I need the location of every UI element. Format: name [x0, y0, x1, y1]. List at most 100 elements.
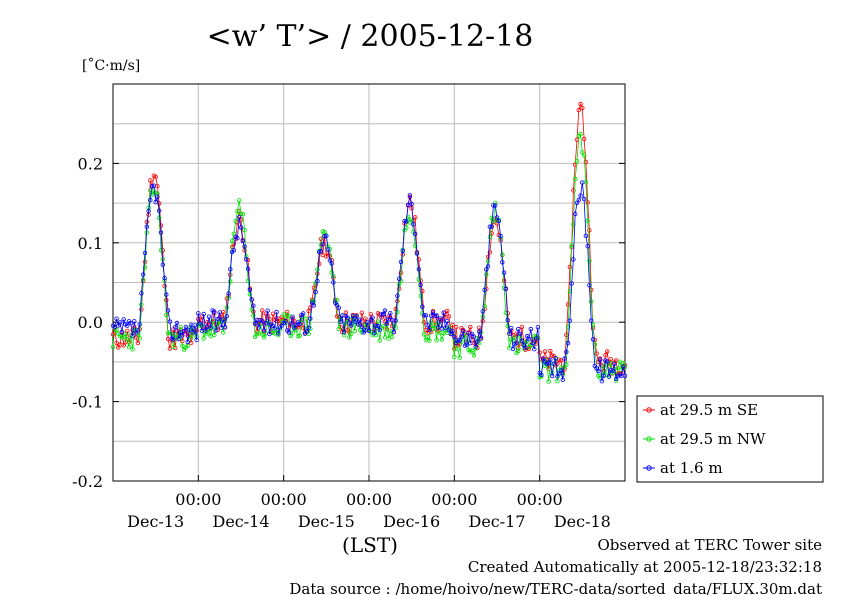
data-point	[247, 287, 253, 293]
data-point	[590, 322, 596, 328]
data-point	[187, 327, 192, 332]
data-point	[487, 250, 493, 255]
x-tick-label: 00:00	[517, 490, 563, 509]
x-axis: 00:00 00:00 00:00 00:00 00:00 Dec-13 Dec-14 Dec…	[127, 475, 611, 531]
data-point	[213, 328, 219, 333]
data-point	[507, 331, 512, 336]
data-point	[158, 248, 164, 253]
data-point	[148, 178, 153, 183]
data-point	[349, 323, 354, 328]
data-point	[489, 224, 494, 229]
data-point	[297, 321, 302, 327]
data-point	[555, 379, 560, 384]
data-point	[468, 341, 473, 346]
data-point	[356, 322, 361, 327]
data-point	[471, 353, 477, 358]
data-point	[377, 338, 382, 343]
data-point	[416, 267, 421, 272]
data-point	[322, 229, 327, 235]
legend-marker	[646, 465, 652, 471]
data-point	[589, 318, 594, 323]
data-point	[194, 328, 199, 333]
data-point	[512, 335, 517, 340]
data-point	[204, 324, 210, 329]
data-point	[336, 305, 341, 310]
data-point	[573, 176, 578, 182]
data-point	[443, 325, 448, 331]
data-point	[325, 247, 331, 252]
data-point	[283, 319, 288, 324]
data-point	[603, 353, 608, 358]
data-point	[555, 374, 560, 379]
data-point	[581, 136, 587, 142]
data-point	[606, 374, 612, 379]
data-point	[212, 309, 217, 314]
data-point	[208, 325, 213, 331]
x-axis-label: (LST)	[342, 533, 398, 557]
data-point	[446, 314, 452, 319]
data-point	[503, 286, 509, 292]
grid-lines	[113, 84, 625, 482]
data-point	[425, 335, 430, 340]
data-point	[526, 336, 532, 342]
data-point	[204, 320, 210, 325]
data-point	[450, 328, 455, 334]
data-point	[409, 217, 414, 222]
data-point	[503, 310, 509, 315]
data-point	[318, 236, 324, 242]
data-point	[197, 321, 203, 326]
data-point	[201, 336, 206, 341]
data-point	[395, 293, 400, 298]
data-point	[485, 264, 491, 269]
data-point	[313, 289, 318, 295]
data-point	[418, 282, 423, 288]
data-point	[587, 283, 592, 288]
data-point	[206, 314, 212, 319]
data-point	[580, 150, 585, 155]
data-point	[439, 337, 445, 342]
data-point	[149, 183, 155, 189]
data-point	[601, 364, 606, 369]
data-point	[434, 338, 439, 343]
data-point	[128, 321, 133, 326]
data-point	[493, 203, 498, 208]
data-point	[468, 324, 473, 330]
data-point	[242, 244, 247, 249]
data-point	[413, 243, 418, 248]
data-point	[188, 335, 194, 341]
data-point	[183, 324, 189, 330]
data-point	[510, 346, 516, 352]
data-point	[546, 361, 551, 366]
data-point	[210, 318, 215, 324]
data-point	[427, 327, 432, 332]
data-point	[411, 222, 416, 227]
data-point	[224, 314, 229, 319]
data-point	[119, 330, 125, 335]
data-point	[338, 319, 343, 324]
data-point	[224, 305, 229, 310]
data-point	[240, 211, 245, 217]
data-point	[288, 333, 293, 339]
data-point	[500, 260, 505, 265]
data-point	[160, 262, 165, 267]
data-point	[473, 344, 478, 349]
x-tick-label: 00:00	[346, 490, 392, 509]
data-point	[501, 270, 507, 275]
data-point	[523, 345, 528, 351]
data-point	[260, 319, 265, 324]
data-point	[132, 319, 137, 324]
data-point	[244, 257, 249, 262]
data-point	[482, 303, 487, 309]
data-point	[509, 326, 514, 331]
data-point	[110, 344, 116, 350]
data-point	[235, 235, 240, 241]
x-tick-label: 00:00	[175, 490, 221, 509]
data-point	[322, 233, 327, 239]
data-point	[551, 361, 557, 366]
data-point	[471, 334, 477, 339]
footer-observed: Observed at TERC Tower site	[597, 536, 822, 554]
data-point	[558, 358, 564, 363]
data-point	[180, 333, 185, 338]
data-point	[112, 324, 117, 330]
data-point	[299, 317, 304, 323]
